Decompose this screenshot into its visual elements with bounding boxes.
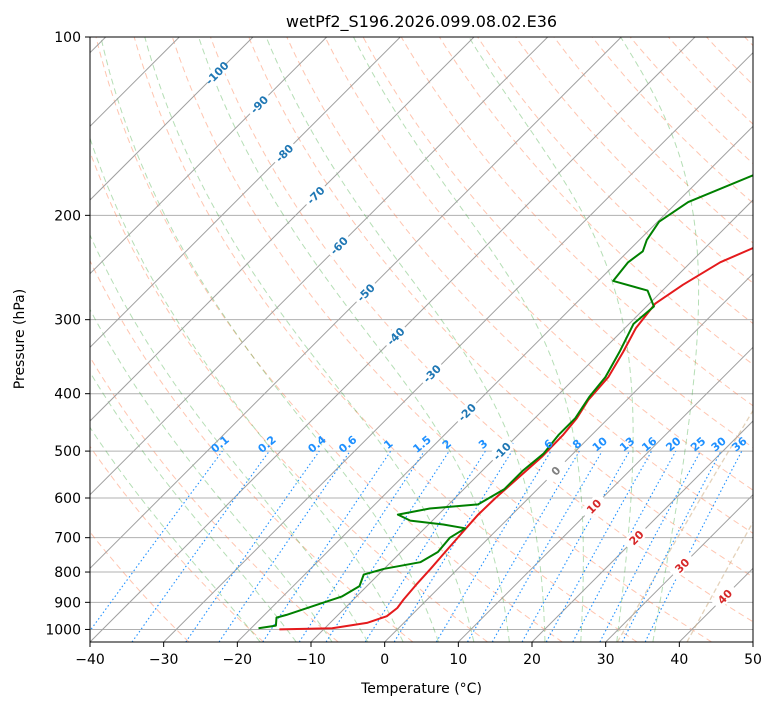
isotherm-line bbox=[90, 37, 401, 349]
mixing-ratio-line bbox=[521, 450, 630, 642]
mixing-ratio-line bbox=[467, 450, 580, 642]
isotherm-line bbox=[163, 51, 753, 642]
x-tick-label: −40 bbox=[75, 652, 105, 668]
ice-saturation-curves bbox=[616, 409, 753, 642]
y-tick-label: 1000 bbox=[45, 622, 81, 638]
x-tick-label: 30 bbox=[597, 652, 615, 668]
pressure-gridlines bbox=[90, 37, 753, 630]
y-tick-label: 700 bbox=[54, 531, 81, 547]
sounding-profiles bbox=[258, 174, 753, 631]
mixing-ratio-line bbox=[435, 450, 552, 642]
plot-frame bbox=[89, 36, 754, 643]
y-axis-label: Pressure (hPa) bbox=[12, 289, 28, 389]
mixing-ratio-line bbox=[491, 450, 603, 642]
mixing-ratio-line bbox=[393, 450, 513, 642]
y-tick-label: 600 bbox=[54, 491, 81, 507]
x-tick-label: 0 bbox=[380, 652, 389, 668]
isotherm-label-bg bbox=[245, 90, 273, 118]
mixing-ratio-line bbox=[218, 450, 351, 642]
isotherm-line bbox=[90, 37, 328, 275]
axes: −40 −30 −20 −10 0 10 20 30 40 50 100 200 300 400 500 60… bbox=[45, 30, 762, 668]
isotherm-line bbox=[310, 199, 753, 642]
x-axis-label: Temperature (°C) bbox=[360, 681, 482, 697]
dry-adiabat bbox=[629, 37, 753, 165]
mixing-ratio-line bbox=[545, 450, 653, 642]
dry-adiabat bbox=[477, 37, 753, 325]
mixing-ratio-line bbox=[185, 450, 320, 642]
x-tick-label: 10 bbox=[449, 652, 467, 668]
dry-adiabat bbox=[90, 445, 264, 642]
x-tick-label: −10 bbox=[296, 652, 326, 668]
dry-adiabats bbox=[90, 37, 753, 642]
y-tick-label: 400 bbox=[54, 387, 81, 403]
x-tick-label: 50 bbox=[744, 652, 762, 668]
moist-adiabat bbox=[353, 37, 584, 642]
isotherm-label-bg bbox=[579, 492, 608, 520]
isotherm-label-bg bbox=[622, 523, 650, 552]
dry-adiabat bbox=[591, 37, 753, 204]
isotherm-label-bg bbox=[270, 138, 298, 167]
y-tick-label: 200 bbox=[54, 208, 81, 224]
dry-adiabat bbox=[248, 37, 753, 578]
isotherm-label-bg bbox=[324, 231, 353, 260]
y-tick-label: 900 bbox=[54, 595, 81, 611]
moist-adiabat bbox=[620, 37, 700, 642]
x-tick-label: −20 bbox=[223, 652, 253, 668]
isotherm-label-bg bbox=[487, 436, 516, 465]
moist-adiabat bbox=[90, 136, 404, 642]
dry-adiabat bbox=[515, 37, 753, 284]
dewpoint-profile bbox=[258, 174, 753, 630]
ice-curve bbox=[686, 520, 753, 642]
y-tick-label: 100 bbox=[54, 30, 81, 46]
isotherm-line bbox=[90, 37, 475, 422]
dry-adiabat bbox=[171, 37, 712, 642]
isotherm-line bbox=[384, 272, 753, 642]
moist-adiabat bbox=[90, 308, 333, 642]
mixing-ratio-line bbox=[131, 450, 270, 642]
temperature-profile bbox=[279, 246, 753, 631]
moist-adiabat bbox=[100, 37, 439, 642]
mixing-ratio-line bbox=[364, 450, 486, 642]
x-tick-label: 20 bbox=[523, 652, 541, 668]
x-tick-label: 40 bbox=[670, 652, 688, 668]
dry-adiabat bbox=[400, 37, 753, 407]
isotherm-label-bg bbox=[710, 582, 739, 611]
dry-adiabat bbox=[95, 37, 563, 642]
y-tick-label: 800 bbox=[54, 565, 81, 581]
isotherm-line bbox=[457, 346, 753, 642]
moist-adiabat bbox=[265, 37, 546, 642]
moist-adiabat bbox=[90, 426, 261, 642]
isotherm-line bbox=[236, 125, 753, 642]
isotherm-label-bg bbox=[351, 278, 380, 307]
dry-adiabat bbox=[133, 37, 638, 642]
isotherm-label-bg bbox=[202, 58, 231, 87]
mixing-ratio-lines bbox=[90, 450, 743, 642]
isotherm-line bbox=[90, 37, 549, 496]
moist-adiabat bbox=[144, 37, 475, 642]
y-tick-label: 500 bbox=[54, 444, 81, 460]
mixing-ratio-line bbox=[572, 450, 677, 642]
isotherm-label-bg bbox=[417, 359, 446, 388]
isotherm-line bbox=[605, 493, 753, 642]
isotherm-line bbox=[90, 37, 622, 570]
dry-adiabat bbox=[324, 37, 753, 491]
mixing-ratio-line bbox=[325, 450, 450, 642]
isotherm-label-bg bbox=[301, 181, 330, 209]
x-tick-label: −30 bbox=[149, 652, 179, 668]
moist-adiabat bbox=[90, 233, 369, 642]
moist-adiabat bbox=[90, 371, 297, 642]
y-tick-label: 300 bbox=[54, 313, 81, 329]
chart-title: wetPf2_S196.2026.099.08.02.E36 bbox=[286, 12, 557, 32]
isotherm-label-bg bbox=[381, 322, 410, 350]
moist-adiabat bbox=[198, 37, 510, 642]
isotherm-label-bg bbox=[452, 398, 481, 426]
ice-curve bbox=[616, 409, 753, 642]
isotherm-label-bg bbox=[541, 456, 570, 485]
isotherm-label-bg bbox=[667, 551, 696, 579]
dry-adiabat bbox=[90, 259, 414, 642]
mixing-ratio-line bbox=[90, 450, 223, 632]
isotherm-line bbox=[90, 37, 254, 201]
